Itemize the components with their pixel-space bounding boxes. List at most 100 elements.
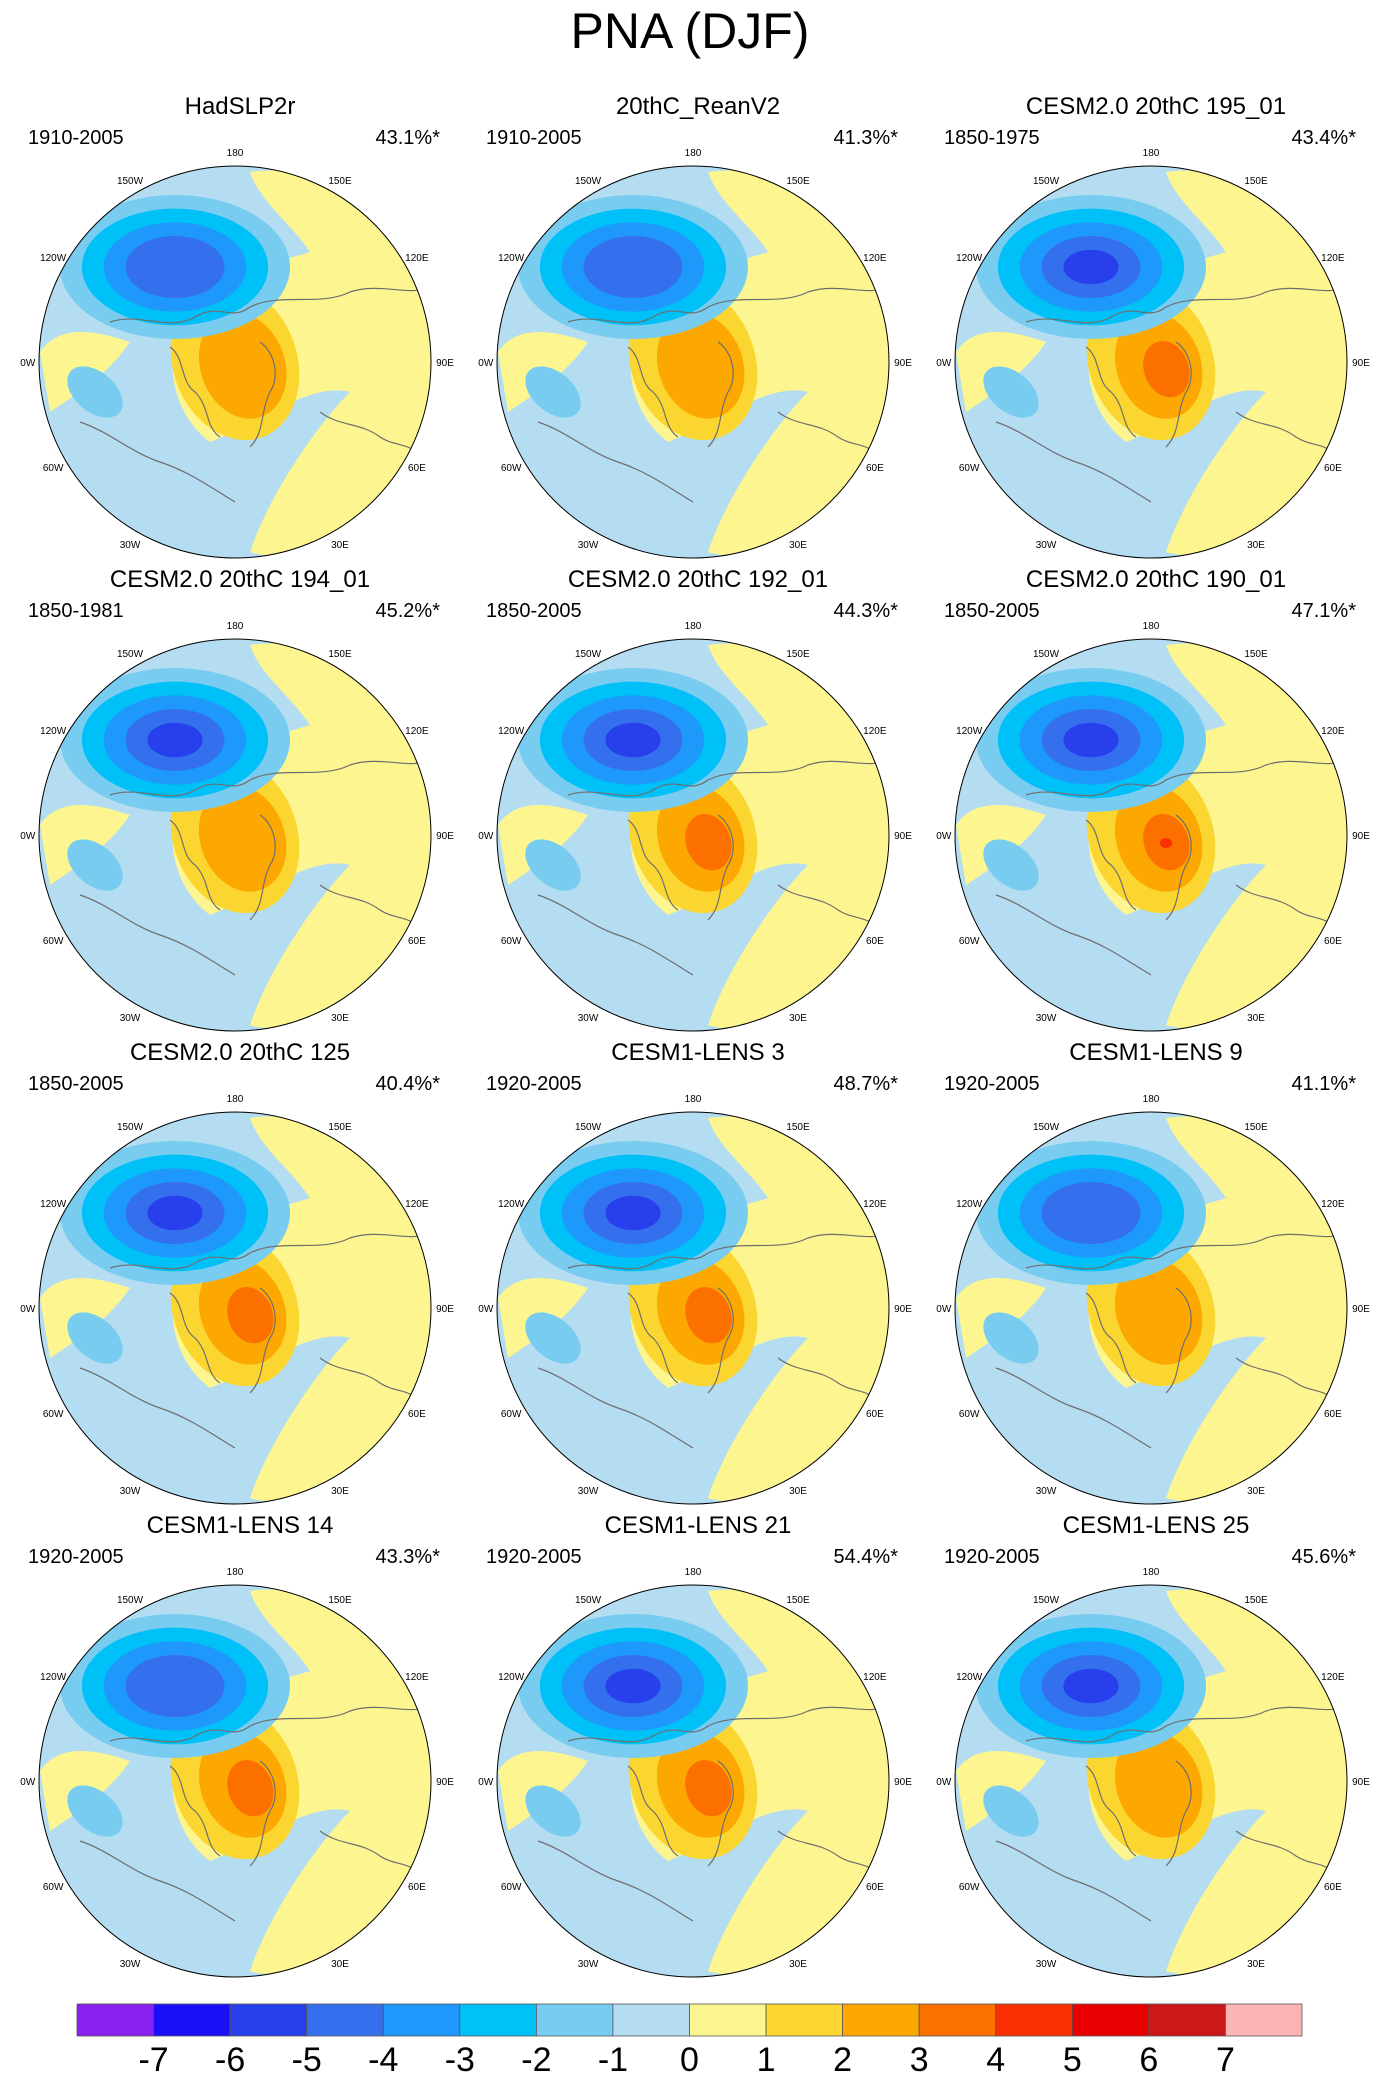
- panel-title: CESM1-LENS 14: [146, 1512, 334, 1539]
- coastlines: [79, 1232, 431, 1449]
- negative-patch-atlantic: [525, 366, 581, 418]
- map-panel: CESM2.0 20thC 194_01 1850-1981 45.2%* 180 15…: [20, 565, 460, 1035]
- longitude-label: 60E: [866, 1409, 884, 1420]
- colorbar-box: [842, 2003, 920, 2037]
- map-panel: CESM1-LENS 21 1920-2005 54.4%* 180 150E 120E 9…: [478, 1511, 918, 1981]
- positive-contour-3: [1143, 341, 1190, 398]
- longitude-label: 60E: [408, 1882, 426, 1893]
- longitude-label: 120W: [40, 1199, 67, 1210]
- colorbar-box: [153, 2003, 231, 2037]
- map-boundary: [954, 165, 1348, 559]
- longitude-label: 90E: [436, 1777, 454, 1788]
- longitude-label: 90W: [478, 358, 494, 369]
- map-panel: CESM2.0 20thC 125 1850-2005 40.4%* 180 150E 1…: [20, 1038, 460, 1508]
- longitude-label: 150W: [117, 176, 144, 187]
- longitude-label: 120E: [863, 726, 887, 737]
- colorbar-box: [382, 2003, 461, 2037]
- panel-period: 1910-2005: [486, 127, 582, 149]
- positive-region-weak: [630, 1116, 889, 1502]
- longitude-label: 150E: [328, 649, 352, 660]
- longitude-label: 30E: [1247, 1959, 1265, 1970]
- longitude-label: 120W: [498, 1199, 525, 1210]
- coastlines: [79, 1705, 431, 1922]
- longitude-label: 60E: [1324, 1882, 1342, 1893]
- longitude-label: 120W: [498, 253, 525, 264]
- positive-contour-2: [1114, 1731, 1203, 1838]
- colorbar-tick-label: 6: [1139, 2041, 1159, 2079]
- positive-region-weak: [172, 643, 431, 1029]
- longitude-label: 90E: [436, 831, 454, 842]
- longitude-label: 30E: [331, 1486, 349, 1497]
- positive-region-weak: [630, 170, 889, 556]
- map-boundary: [954, 1584, 1348, 1978]
- panel-variance-percent: 45.2%*: [375, 600, 441, 622]
- positive-contour-3: [227, 1760, 274, 1817]
- colorbar-box: [1225, 2003, 1303, 2037]
- positive-region-weak: [172, 1116, 431, 1502]
- colorbar-tick-label: 1: [756, 2041, 776, 2079]
- positive-contour-3: [685, 1760, 732, 1817]
- colorbar-tick-label: -4: [368, 2041, 399, 2079]
- polar-map: 180150E120E90E60E30E030W60W90W120W150W: [478, 1094, 912, 1505]
- map-boundary: [496, 1584, 890, 1978]
- longitude-label: 30E: [1247, 540, 1265, 551]
- map-boundary: [954, 638, 1348, 1032]
- longitude-label: 60W: [43, 1882, 64, 1893]
- negative-patch-atlantic: [67, 839, 123, 891]
- longitude-label: 120W: [956, 726, 983, 737]
- panel-title: 20thC_ReanV2: [615, 93, 781, 120]
- negative-patch-atlantic: [67, 366, 123, 418]
- colorbar-box: [689, 2003, 767, 2037]
- negative-patch-atlantic: [67, 1312, 123, 1364]
- colorbar-box: [765, 2003, 844, 2037]
- panel-variance-percent: 54.4%*: [833, 1546, 899, 1568]
- longitude-label: 60W: [501, 1409, 522, 1420]
- longitude-label: 150W: [117, 1595, 144, 1606]
- longitude-label: 30W: [1036, 1013, 1057, 1024]
- longitude-label: 150W: [575, 1122, 602, 1133]
- colorbar-box: [612, 2003, 690, 2037]
- longitude-label: 30E: [1247, 1486, 1265, 1497]
- negative-patch-atlantic: [983, 1785, 1039, 1837]
- polar-map: 180150E120E90E60E30E030W60W90W120W150W: [20, 1094, 454, 1505]
- longitude-label: 90W: [936, 1304, 952, 1315]
- longitude-label: 120E: [1321, 1672, 1345, 1683]
- longitude-label: 60E: [408, 936, 426, 947]
- map-panel: CESM1-LENS 9 1920-2005 41.1%* 180 150E 120E 90…: [936, 1038, 1376, 1508]
- longitude-label: 30E: [331, 1959, 349, 1970]
- longitude-label: 150E: [1244, 176, 1268, 187]
- longitude-label: 30W: [120, 1486, 141, 1497]
- coastlines: [995, 759, 1347, 976]
- coastlines: [537, 1705, 889, 1922]
- longitude-label: 90E: [1352, 1304, 1370, 1315]
- polar-map: 180150E120E90E60E30E030W60W90W120W150W: [936, 148, 1370, 559]
- colorbar-box: [918, 2003, 997, 2037]
- panel-variance-percent: 45.6%*: [1291, 1546, 1357, 1568]
- colorbar-tick-label: -1: [597, 2041, 629, 2079]
- negative-contour--6: [147, 1195, 203, 1231]
- negative-contour--5: [583, 236, 683, 298]
- panel-title: CESM2.0 20thC 195_01: [1025, 93, 1287, 120]
- positive-region-weak: [630, 1589, 889, 1975]
- longitude-label: 90E: [1352, 831, 1370, 842]
- longitude-label: 120E: [405, 726, 429, 737]
- longitude-label: 150W: [117, 649, 144, 660]
- map-panel: HadSLP2r 1910-2005 43.1%* 180 150E 120E 90E 60E…: [20, 92, 460, 562]
- longitude-label: 60E: [866, 936, 884, 947]
- panel-variance-percent: 40.4%*: [375, 1073, 441, 1095]
- colorbar-tick-label: 3: [909, 2041, 929, 2079]
- panel-variance-percent: 43.3%*: [375, 1546, 441, 1568]
- longitude-label: 120E: [405, 1199, 429, 1210]
- longitude-label: 90W: [20, 1304, 36, 1315]
- longitude-label: 30E: [789, 1013, 807, 1024]
- panel-variance-percent: 43.1%*: [375, 127, 441, 149]
- longitude-label: 30E: [1247, 1013, 1265, 1024]
- negative-contour--5: [1041, 1182, 1141, 1244]
- longitude-label: 90W: [20, 831, 36, 842]
- negative-patch-atlantic: [983, 839, 1039, 891]
- colorbar-tick-label: -3: [444, 2041, 475, 2079]
- longitude-label: 180: [227, 148, 244, 159]
- colorbar-tick-label: 0: [680, 2041, 699, 2079]
- longitude-label: 180: [1143, 148, 1160, 159]
- map-boundary: [38, 638, 432, 1032]
